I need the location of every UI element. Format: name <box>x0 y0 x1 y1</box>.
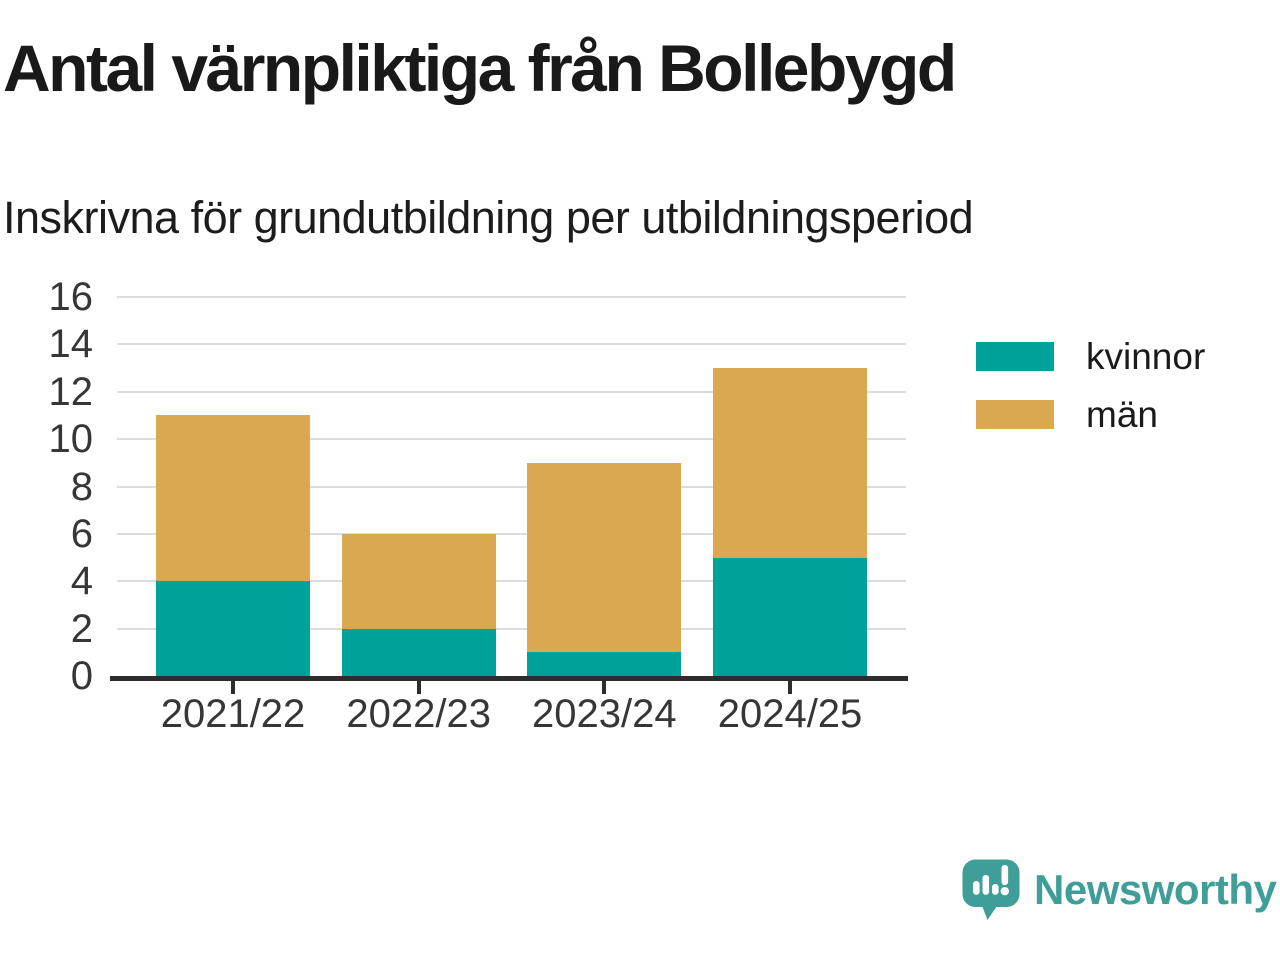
gridline-6 <box>117 532 906 535</box>
x-tick-2022-23 <box>416 679 421 694</box>
y-tick-label-12: 12 <box>48 369 94 414</box>
y-tick-label-14: 14 <box>48 322 94 367</box>
y-tick-label-10: 10 <box>48 417 94 462</box>
bar-2024-25-kvinnor <box>713 557 867 676</box>
x-axis-line <box>110 676 908 681</box>
y-tick-label-4: 4 <box>70 559 93 604</box>
gridline-12 <box>117 390 906 393</box>
bar-2021-22-kvinnor <box>156 581 310 676</box>
bar-2022-23-kvinnor <box>341 628 496 676</box>
x-tick-label-2021-22: 2021/22 <box>160 692 306 736</box>
y-tick-label-16: 16 <box>48 275 94 319</box>
gridline-14 <box>117 343 906 346</box>
legend-label-kvinnor: kvinnor <box>1086 336 1206 377</box>
gridline-4 <box>117 580 906 583</box>
gridline-8 <box>117 485 906 488</box>
x-tick-label-2024-25: 2024/25 <box>717 692 863 736</box>
x-tick-2021-22 <box>231 679 235 694</box>
y-tick-label-0: 0 <box>70 654 93 698</box>
bar-2023-24-män <box>527 462 682 653</box>
y-tick-label-2: 2 <box>70 606 93 651</box>
bar-2023-24-kvinnor <box>527 652 682 676</box>
gridline-10 <box>117 438 906 441</box>
legend-item-man: män <box>976 394 1205 435</box>
x-tick-2024-25 <box>788 679 792 694</box>
legend-swatch-kvinnor <box>976 342 1054 371</box>
gridline-16 <box>117 296 906 298</box>
y-tick-label-8: 8 <box>70 464 93 509</box>
bar-2024-25-män <box>713 368 867 558</box>
legend-label-man: män <box>1086 394 1158 435</box>
x-tick-2023-24 <box>602 679 607 694</box>
newsworthy-wordmark: Newsworthy <box>1034 866 1277 913</box>
legend: kvinnor män <box>976 336 1206 458</box>
speech-bubble-bar-chart-icon <box>962 859 1020 920</box>
x-tick-label-2023-24: 2023/24 <box>532 692 677 736</box>
gridline-2 <box>117 627 906 630</box>
chart-subtitle: Inskrivna för grundutbildning per utbild… <box>3 192 974 243</box>
y-tick-label-6: 6 <box>70 511 93 556</box>
legend-swatch-man <box>976 400 1054 429</box>
chart-title: Antal värnpliktiga från Bollebygd <box>3 31 957 105</box>
bar-2022-23-män <box>341 533 496 629</box>
newsworthy-branding: Newsworthy <box>962 858 1277 922</box>
bar-2021-22-män <box>156 415 310 582</box>
legend-item-kvinnor: kvinnor <box>976 336 1206 377</box>
plot-area <box>110 296 908 694</box>
x-tick-label-2022-23: 2022/23 <box>346 692 491 736</box>
